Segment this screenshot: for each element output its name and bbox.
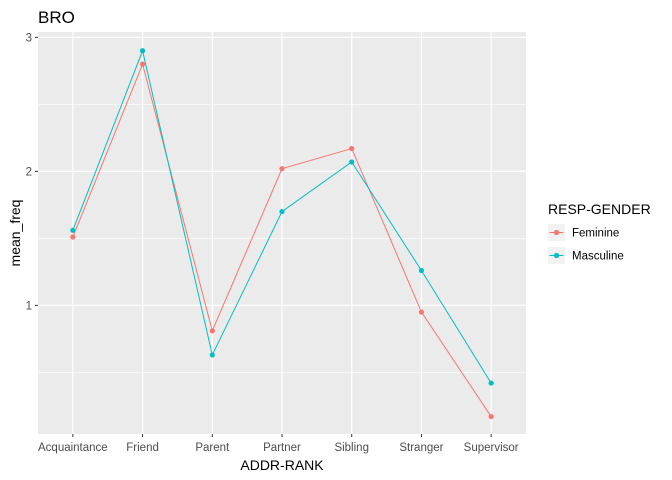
legend-label-masculine: Masculine bbox=[572, 251, 624, 263]
y-tick-label: 3 bbox=[26, 32, 32, 44]
data-point-masculine bbox=[279, 208, 285, 215]
data-point-feminine bbox=[418, 309, 425, 315]
x-tick-label: Parent bbox=[195, 442, 230, 454]
major-gridlines bbox=[38, 32, 526, 434]
series-layer bbox=[70, 48, 494, 420]
data-point-masculine bbox=[418, 267, 425, 274]
y-tick-label: 2 bbox=[26, 166, 32, 178]
x-tick-label: Acquaintance bbox=[38, 442, 108, 454]
chart-title: BRO bbox=[38, 8, 75, 27]
data-point-feminine bbox=[209, 328, 215, 334]
data-point-feminine bbox=[279, 166, 285, 172]
legend-key-point-feminine bbox=[553, 229, 560, 236]
x-tick-label: Sibling bbox=[334, 442, 369, 454]
data-point-feminine bbox=[488, 413, 494, 420]
x-tick-label: Supervisor bbox=[464, 442, 519, 454]
data-point-masculine bbox=[349, 159, 355, 165]
y-tick-label: 1 bbox=[26, 300, 32, 312]
data-point-feminine bbox=[70, 234, 76, 240]
x-tick-label: Stranger bbox=[399, 442, 443, 454]
legend: RESP-GENDER Feminine Masculine bbox=[548, 201, 651, 264]
data-point-masculine bbox=[209, 352, 215, 358]
y-axis-title: mean_freq bbox=[7, 200, 23, 267]
x-axis: Acquaintance Friend Parent Partner Sibling St… bbox=[38, 434, 519, 454]
y-axis: 1 2 3 bbox=[26, 32, 38, 312]
data-point-feminine bbox=[139, 61, 146, 67]
x-axis-title: ADDR-RANK bbox=[240, 457, 324, 473]
x-tick-label: Partner bbox=[263, 442, 301, 454]
data-point-masculine bbox=[70, 227, 76, 233]
legend-label-feminine: Feminine bbox=[572, 228, 619, 240]
data-point-masculine bbox=[139, 48, 146, 54]
legend-title: RESP-GENDER bbox=[548, 201, 651, 217]
data-point-feminine bbox=[349, 145, 355, 152]
x-tick-label: Friend bbox=[126, 442, 159, 454]
data-point-masculine bbox=[488, 380, 494, 386]
legend-key-point-masculine bbox=[553, 252, 560, 259]
